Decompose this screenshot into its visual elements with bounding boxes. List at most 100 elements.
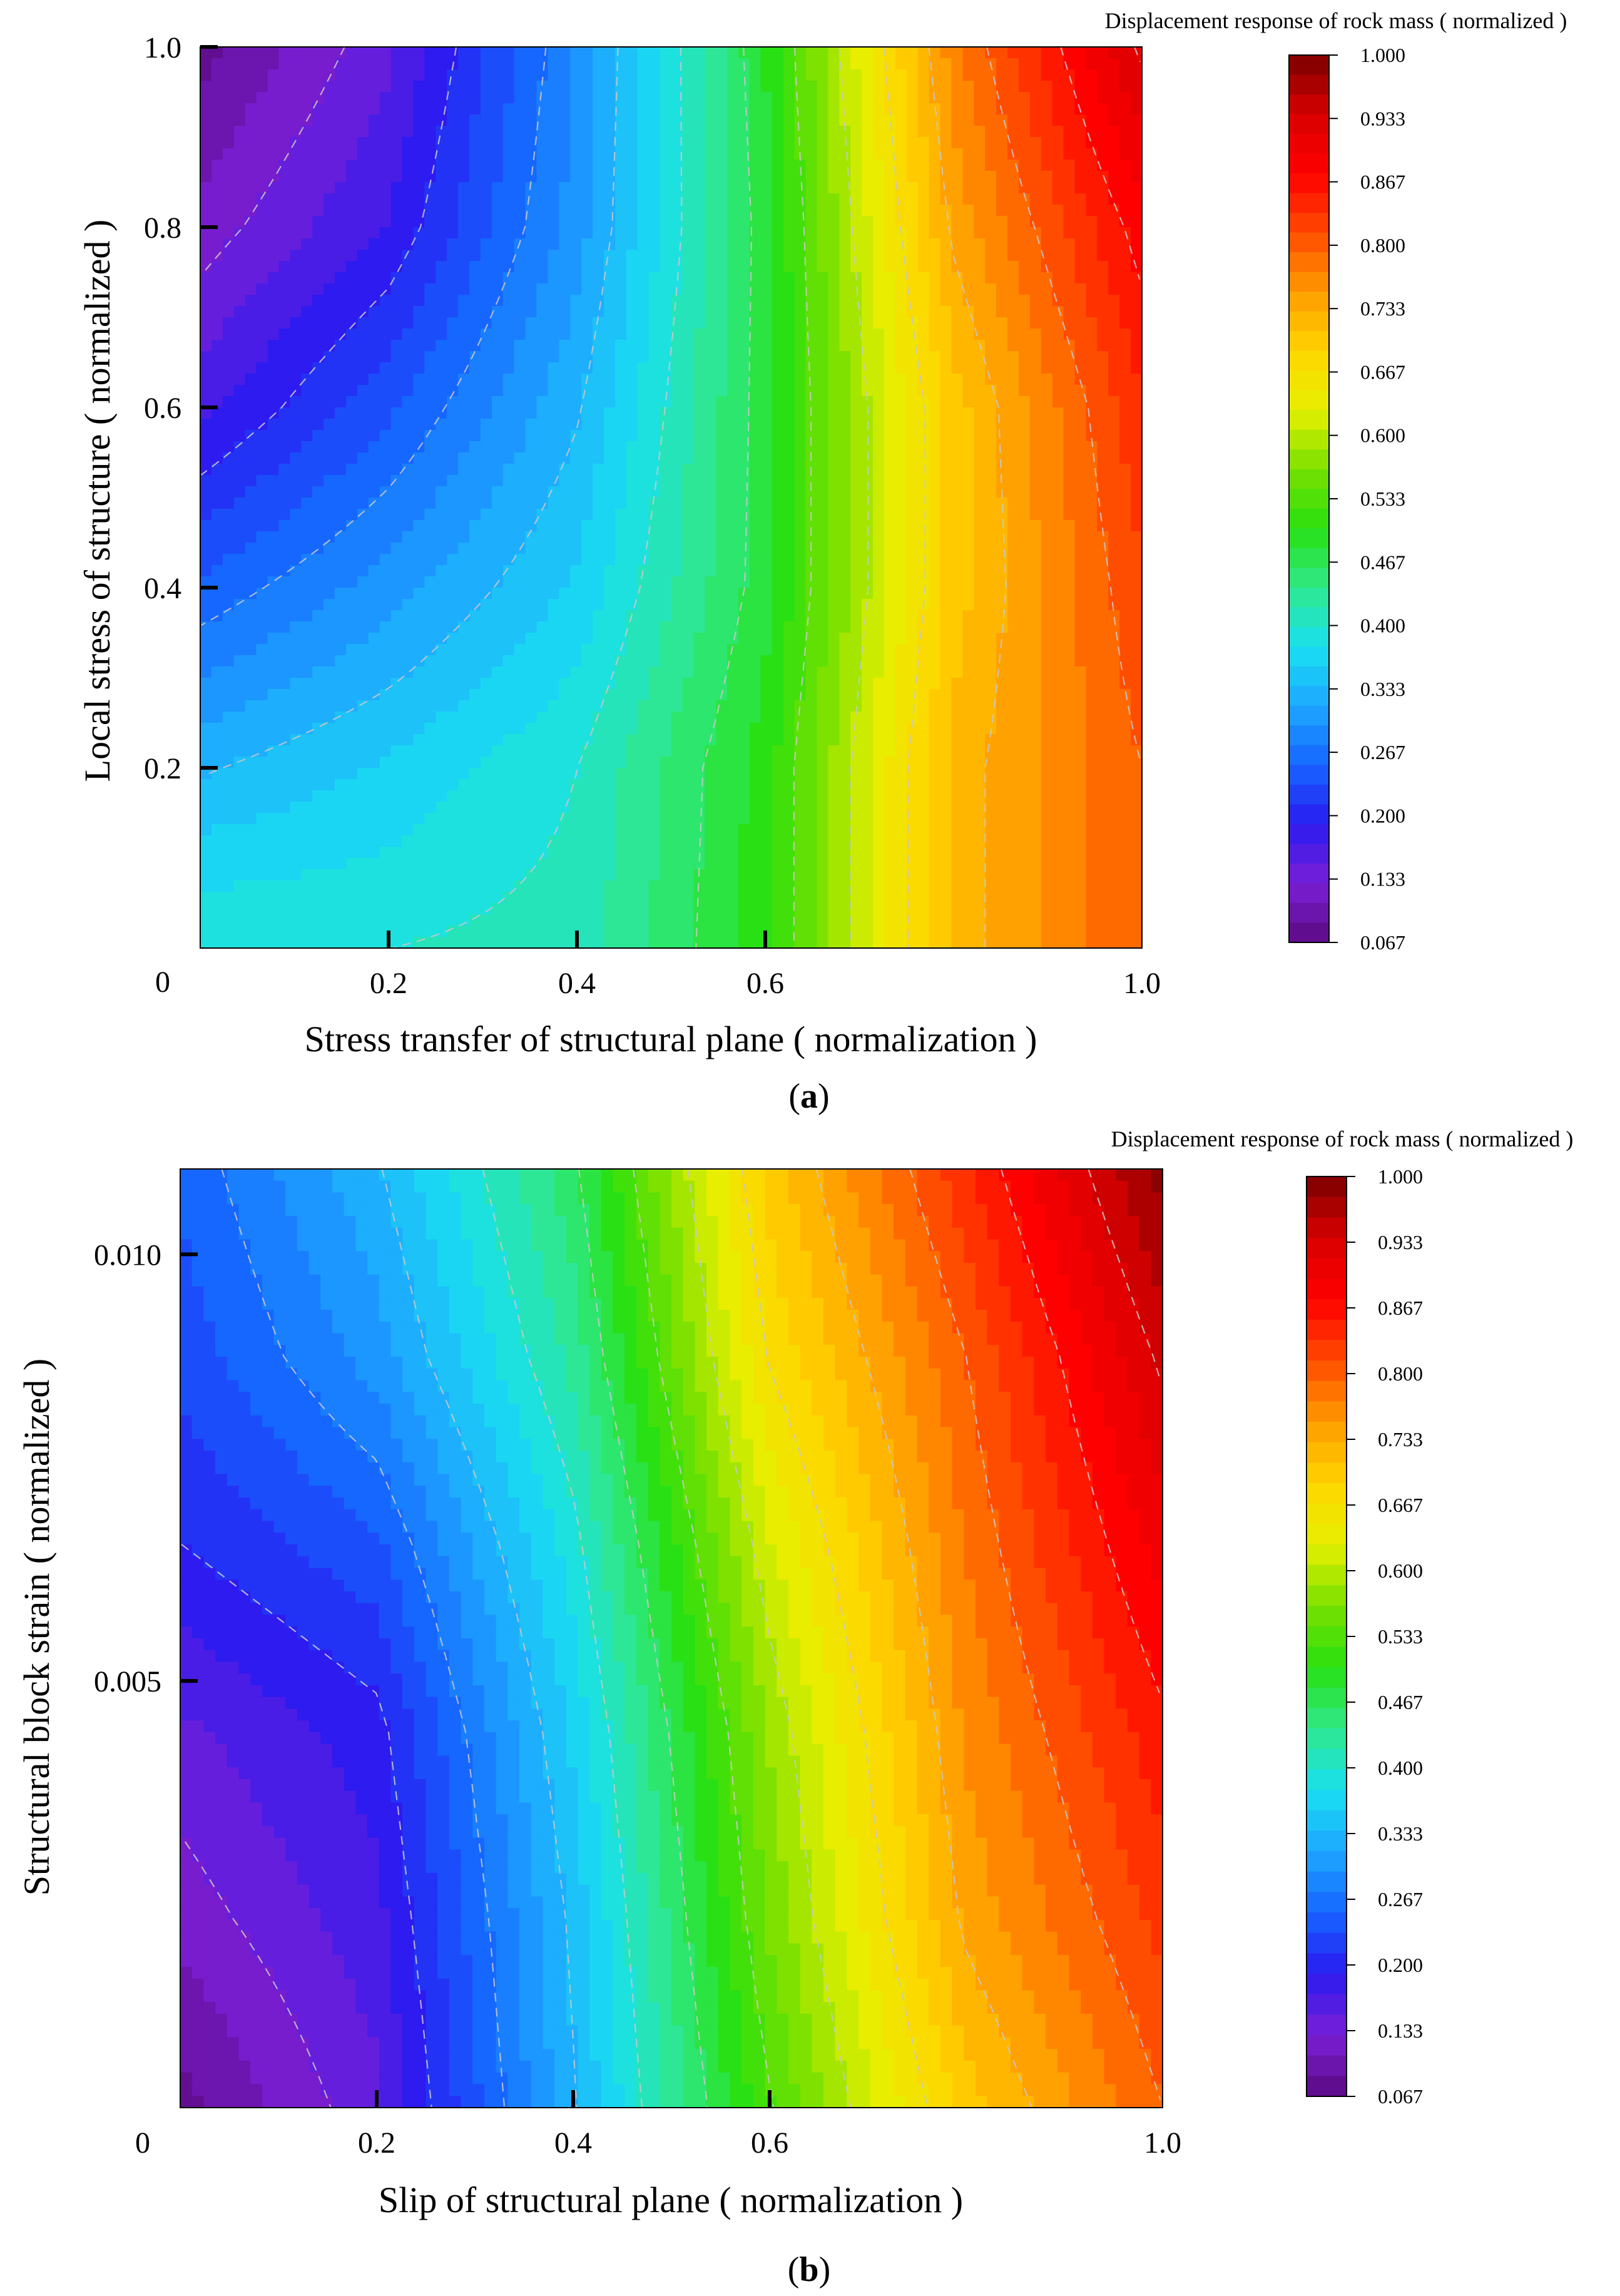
heatmap-cell bbox=[660, 115, 672, 126]
heatmap-cell bbox=[413, 329, 425, 340]
heatmap-cell bbox=[514, 452, 526, 464]
heatmap-cell bbox=[1052, 531, 1064, 543]
heatmap-cell bbox=[873, 92, 885, 104]
heatmap-cell bbox=[570, 160, 582, 171]
heatmap-cell bbox=[895, 272, 907, 284]
heatmap-cell bbox=[581, 497, 593, 509]
heatmap-cell bbox=[693, 362, 706, 374]
heatmap-cell bbox=[1108, 633, 1120, 645]
heatmap-cell bbox=[469, 148, 481, 160]
heatmap-cell bbox=[1041, 340, 1053, 352]
heatmap-cell bbox=[436, 272, 447, 284]
heatmap-cell bbox=[749, 47, 762, 59]
heatmap-cell bbox=[749, 58, 762, 70]
heatmap-cell bbox=[884, 464, 896, 476]
heatmap-cell bbox=[502, 160, 515, 171]
heatmap-cell bbox=[570, 588, 582, 600]
heatmap-cell bbox=[749, 317, 762, 329]
heatmap-cell bbox=[536, 81, 549, 93]
heatmap-cell bbox=[525, 272, 537, 284]
heatmap-cell bbox=[357, 689, 369, 701]
heatmap-cell bbox=[738, 126, 750, 138]
heatmap-cell bbox=[1018, 306, 1031, 318]
heatmap-cell bbox=[211, 216, 223, 228]
heatmap-cell bbox=[413, 216, 425, 228]
heatmap-cell bbox=[884, 599, 896, 611]
heatmap-cell bbox=[536, 689, 549, 701]
heatmap-cell bbox=[357, 261, 369, 273]
heatmap-cell bbox=[345, 396, 358, 408]
heatmap-cell bbox=[323, 644, 335, 656]
heatmap-cell bbox=[502, 148, 515, 160]
heatmap-cell bbox=[850, 430, 862, 442]
heatmap-cell bbox=[559, 441, 571, 453]
heatmap-cell bbox=[581, 385, 593, 397]
heatmap-cell bbox=[1108, 351, 1120, 363]
heatmap-cell bbox=[390, 475, 403, 487]
heatmap-cell bbox=[379, 452, 392, 464]
heatmap-cell bbox=[648, 126, 661, 138]
heatmap-cell bbox=[290, 689, 302, 701]
heatmap-cell bbox=[648, 689, 661, 701]
heatmap-cell bbox=[335, 430, 347, 442]
heatmap-cell bbox=[626, 430, 638, 442]
heatmap-cell bbox=[648, 69, 661, 81]
heatmap-cell bbox=[480, 329, 492, 340]
heatmap-cell bbox=[749, 509, 762, 521]
heatmap-cell bbox=[1052, 407, 1064, 419]
heatmap-cell bbox=[447, 430, 459, 442]
heatmap-cell bbox=[1086, 374, 1098, 385]
heatmap-cell bbox=[727, 182, 739, 194]
heatmap-cell bbox=[1052, 81, 1064, 93]
heatmap-cell bbox=[267, 47, 280, 59]
heatmap-cell bbox=[1131, 689, 1142, 701]
heatmap-cell bbox=[985, 621, 997, 633]
heatmap-cell bbox=[626, 712, 638, 723]
heatmap-cell bbox=[458, 160, 470, 171]
heatmap-cell bbox=[1063, 295, 1076, 307]
heatmap-cell bbox=[682, 452, 695, 464]
heatmap-cell bbox=[390, 227, 403, 239]
heatmap-cell bbox=[1097, 666, 1109, 678]
heatmap-cell bbox=[738, 92, 750, 104]
heatmap-cell bbox=[491, 205, 504, 217]
heatmap-cell bbox=[705, 193, 716, 205]
heatmap-cell bbox=[390, 193, 403, 205]
heatmap-cell bbox=[222, 531, 235, 543]
heatmap-cell bbox=[805, 272, 818, 284]
heatmap-cell bbox=[850, 509, 862, 521]
heatmap-cell bbox=[413, 678, 425, 690]
heatmap-cell bbox=[379, 543, 392, 554]
heatmap-cell bbox=[760, 678, 773, 690]
heatmap-cell bbox=[917, 689, 930, 701]
heatmap-cell bbox=[817, 69, 829, 81]
heatmap-cell bbox=[1029, 58, 1042, 70]
heatmap-cell bbox=[312, 205, 324, 217]
heatmap-cell bbox=[1131, 103, 1142, 115]
heatmap-cell bbox=[862, 633, 874, 645]
heatmap-cell bbox=[491, 610, 504, 622]
heatmap-cell bbox=[693, 452, 706, 464]
heatmap-cell bbox=[593, 565, 604, 577]
heatmap-cell bbox=[760, 419, 773, 431]
heatmap-cell bbox=[839, 329, 851, 340]
heatmap-cell bbox=[290, 655, 302, 667]
heatmap-cell bbox=[1119, 407, 1131, 419]
heatmap-cell bbox=[693, 554, 706, 566]
heatmap-cell bbox=[1119, 58, 1131, 70]
heatmap-cell bbox=[671, 655, 683, 667]
heatmap-cell bbox=[1063, 588, 1076, 600]
heatmap-cell bbox=[357, 475, 369, 487]
heatmap-cell bbox=[1052, 497, 1064, 509]
heatmap-cell bbox=[1063, 531, 1076, 543]
heatmap-cell bbox=[368, 644, 380, 656]
heatmap-cell bbox=[648, 81, 661, 93]
heatmap-cell bbox=[1018, 126, 1031, 138]
heatmap-cell bbox=[917, 644, 930, 656]
heatmap-cell bbox=[648, 599, 661, 611]
heatmap-cell bbox=[1119, 283, 1131, 295]
heatmap-cell bbox=[1052, 452, 1064, 464]
heatmap-cell bbox=[873, 47, 885, 59]
heatmap-cell bbox=[1108, 261, 1120, 273]
heatmap-cell bbox=[390, 272, 403, 284]
